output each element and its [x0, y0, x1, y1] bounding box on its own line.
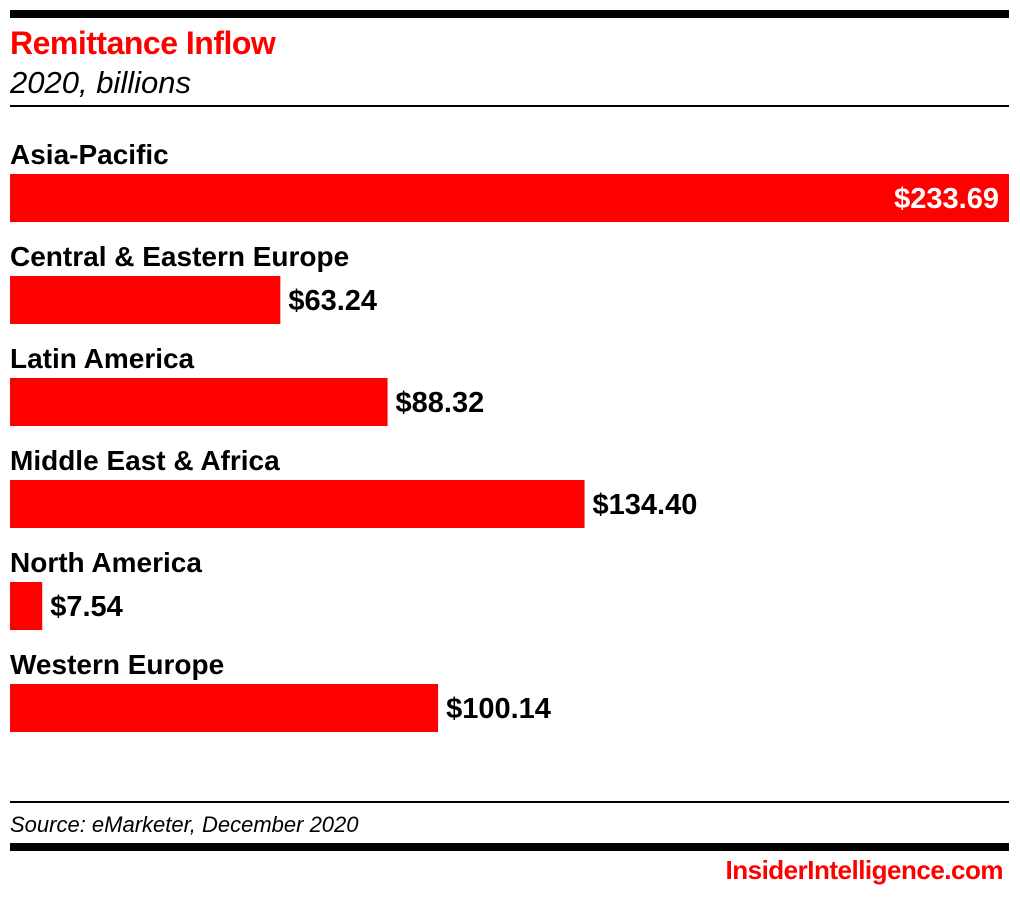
- bar-latin-america: [10, 378, 388, 426]
- category-label-latin-america: Latin America: [10, 343, 195, 374]
- bar-north-america: [10, 582, 43, 630]
- bar-asia-pacific: [10, 174, 1009, 222]
- value-label-asia-pacific: $233.69: [894, 183, 999, 215]
- value-label-western-europe: $100.14: [446, 693, 551, 725]
- bar-central-and-eastern-europe: [10, 276, 281, 324]
- bottom-rule: [10, 843, 1009, 851]
- chart-title: Remittance Inflow: [10, 25, 276, 61]
- bar-western-europe: [10, 684, 439, 732]
- value-label-middle-east-and-africa: $134.40: [593, 489, 698, 521]
- brand-logo-text: InsiderIntelligence.com: [725, 855, 1004, 885]
- category-label-central-and-eastern-europe: Central & Eastern Europe: [10, 241, 349, 272]
- category-label-middle-east-and-africa: Middle East & Africa: [10, 445, 280, 476]
- chart-subtitle: 2020, billions: [10, 65, 191, 100]
- top-rule: [10, 10, 1009, 18]
- footer-divider: [10, 801, 1009, 803]
- source-note: Source: eMarketer, December 2020: [10, 812, 359, 837]
- value-label-latin-america: $88.32: [396, 387, 485, 419]
- title-divider: [10, 105, 1009, 107]
- category-label-western-europe: Western Europe: [10, 649, 224, 680]
- value-label-north-america: $7.54: [50, 591, 123, 623]
- bar-chart: Asia-Pacific $233.69 Central & Eastern Eur…: [10, 139, 1009, 732]
- bar-middle-east-and-africa: [10, 480, 585, 528]
- value-label-central-and-eastern-europe: $63.24: [288, 285, 377, 317]
- category-label-north-america: North America: [10, 547, 202, 578]
- category-label-asia-pacific: Asia-Pacific: [10, 139, 169, 170]
